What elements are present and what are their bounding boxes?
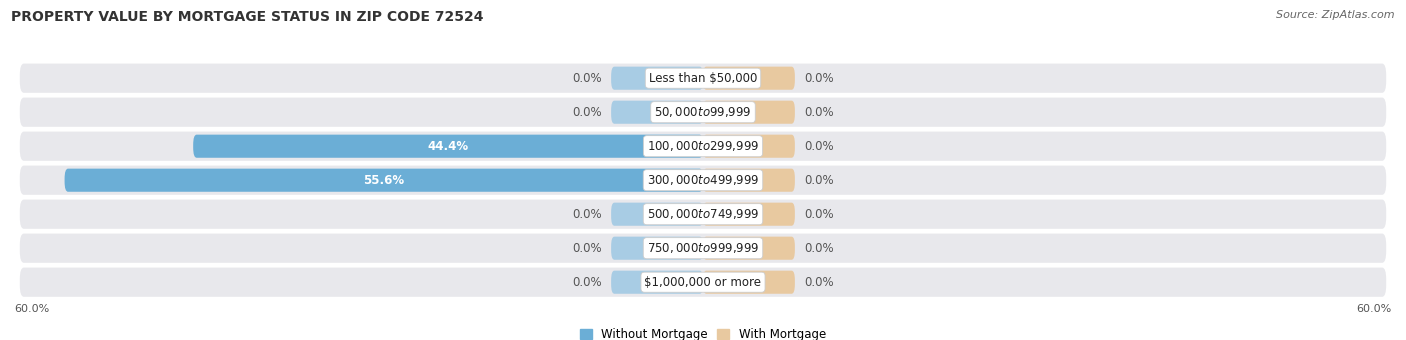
Text: 55.6%: 55.6%	[363, 174, 405, 187]
FancyBboxPatch shape	[20, 132, 1386, 161]
Text: 60.0%: 60.0%	[1357, 304, 1392, 314]
Text: 0.0%: 0.0%	[804, 242, 834, 255]
Text: Source: ZipAtlas.com: Source: ZipAtlas.com	[1277, 10, 1395, 20]
Text: 0.0%: 0.0%	[572, 72, 602, 85]
Text: 0.0%: 0.0%	[804, 140, 834, 153]
FancyBboxPatch shape	[65, 169, 703, 192]
Text: Less than $50,000: Less than $50,000	[648, 72, 758, 85]
FancyBboxPatch shape	[612, 271, 703, 294]
Legend: Without Mortgage, With Mortgage: Without Mortgage, With Mortgage	[575, 323, 831, 340]
Text: 0.0%: 0.0%	[804, 174, 834, 187]
Text: 0.0%: 0.0%	[572, 208, 602, 221]
FancyBboxPatch shape	[703, 101, 794, 124]
FancyBboxPatch shape	[612, 203, 703, 226]
FancyBboxPatch shape	[703, 135, 794, 158]
Text: 0.0%: 0.0%	[804, 276, 834, 289]
FancyBboxPatch shape	[193, 135, 703, 158]
FancyBboxPatch shape	[20, 98, 1386, 127]
Text: $300,000 to $499,999: $300,000 to $499,999	[647, 173, 759, 187]
FancyBboxPatch shape	[612, 101, 703, 124]
FancyBboxPatch shape	[20, 234, 1386, 263]
Text: PROPERTY VALUE BY MORTGAGE STATUS IN ZIP CODE 72524: PROPERTY VALUE BY MORTGAGE STATUS IN ZIP…	[11, 10, 484, 24]
Text: $500,000 to $749,999: $500,000 to $749,999	[647, 207, 759, 221]
FancyBboxPatch shape	[20, 268, 1386, 297]
Text: $50,000 to $99,999: $50,000 to $99,999	[654, 105, 752, 119]
FancyBboxPatch shape	[20, 64, 1386, 93]
FancyBboxPatch shape	[703, 271, 794, 294]
Text: $100,000 to $299,999: $100,000 to $299,999	[647, 139, 759, 153]
Text: 0.0%: 0.0%	[572, 242, 602, 255]
Text: 0.0%: 0.0%	[804, 72, 834, 85]
FancyBboxPatch shape	[703, 169, 794, 192]
FancyBboxPatch shape	[703, 67, 794, 90]
FancyBboxPatch shape	[612, 237, 703, 260]
FancyBboxPatch shape	[20, 200, 1386, 229]
FancyBboxPatch shape	[703, 237, 794, 260]
Text: $1,000,000 or more: $1,000,000 or more	[644, 276, 762, 289]
FancyBboxPatch shape	[703, 203, 794, 226]
FancyBboxPatch shape	[612, 67, 703, 90]
Text: $750,000 to $999,999: $750,000 to $999,999	[647, 241, 759, 255]
Text: 0.0%: 0.0%	[572, 276, 602, 289]
Text: 0.0%: 0.0%	[572, 106, 602, 119]
Text: 60.0%: 60.0%	[14, 304, 49, 314]
Text: 0.0%: 0.0%	[804, 106, 834, 119]
Text: 0.0%: 0.0%	[804, 208, 834, 221]
FancyBboxPatch shape	[20, 166, 1386, 195]
Text: 44.4%: 44.4%	[427, 140, 468, 153]
